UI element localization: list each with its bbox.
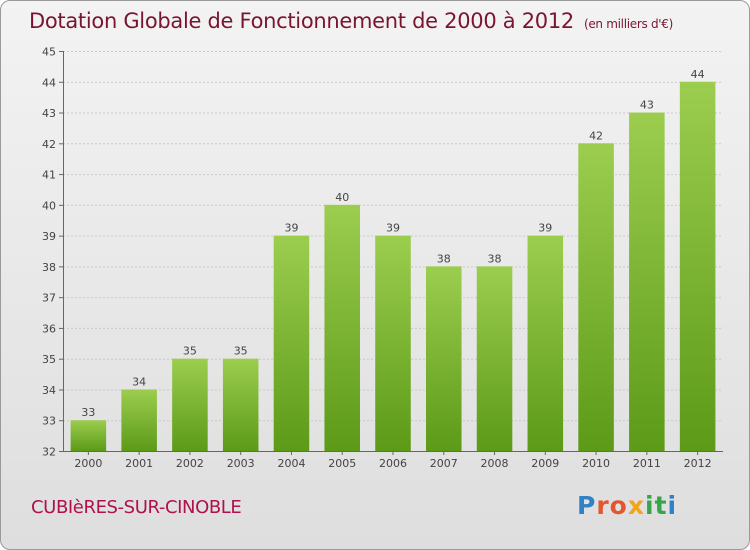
y-tick-label: 44 [42,76,56,89]
y-tick-label: 36 [42,322,56,335]
x-tick-label: 2000 [74,457,102,470]
proxiti-logo[interactable]: Proxiti [577,491,677,520]
x-tick-label: 2010 [582,457,610,470]
y-tick-label: 39 [42,230,56,243]
x-tick-label: 2007 [430,457,458,470]
data-label: 38 [488,252,502,265]
bar [679,81,716,452]
y-tick-label: 34 [42,384,56,397]
data-label: 43 [640,99,654,112]
y-tick-label: 41 [42,169,56,182]
x-tick-label: 2001 [125,457,153,470]
logo-letter: r [596,491,610,520]
bars [70,81,716,452]
x-tick-label: 2003 [227,457,255,470]
bar [426,266,462,451]
logo-letter: t [654,491,668,520]
chart-title: Dotation Globale de Fonctionnement de 20… [29,9,673,33]
data-label: 39 [386,222,400,235]
y-tick-label: 45 [42,46,56,59]
x-tick-label: 2009 [531,457,559,470]
commune-name: CUBIèRES-SUR-CINOBLE [31,497,242,518]
logo-letter: o [609,491,628,520]
logo-letter: i [645,491,655,520]
chart-title-text: Dotation Globale de Fonctionnement de 20… [29,9,574,33]
data-label: 38 [437,252,451,265]
x-tick-label: 2005 [328,457,356,470]
logo-letter: x [627,491,645,520]
x-tick-label: 2011 [633,457,661,470]
data-label: 35 [183,345,197,358]
data-label: 40 [335,191,349,204]
data-label: 44 [691,68,705,81]
y-tick-label: 37 [42,292,56,305]
x-tick-label: 2012 [684,457,712,470]
data-label: 34 [132,375,146,388]
bar [324,204,360,451]
logo-letter: P [577,491,597,520]
x-tick-label: 2006 [379,457,407,470]
data-label: 42 [589,129,603,142]
data-labels: 33 34 35 35 39 40 39 38 38 39 42 43 44 [81,68,704,419]
bar [527,235,564,451]
bar [629,112,665,452]
y-tick-label: 43 [42,107,56,120]
y-tick-label: 33 [42,415,56,428]
y-tick-label: 40 [42,199,56,212]
logo-letter: i [667,491,678,520]
bar [273,235,310,451]
chart-unit-note: (en milliers d'€) [583,17,673,31]
bar [578,143,614,452]
y-tick-label: 42 [42,138,56,151]
bar [70,420,107,451]
x-tick-label: 2002 [176,457,204,470]
bar [222,358,259,451]
axes: 32 33 34 35 36 37 38 39 40 41 42 43 44 45 2000 2001 2002… [42,46,723,470]
x-tick-label: 2004 [277,457,305,470]
bar [375,235,411,451]
bar [476,266,513,451]
y-tick-label: 35 [42,353,56,366]
bar [121,389,157,451]
data-label: 33 [81,406,95,419]
data-label: 39 [538,222,552,235]
data-label: 39 [284,222,298,235]
bar [172,358,208,451]
data-label: 35 [234,345,248,358]
x-tick-label: 2008 [481,457,509,470]
y-tick-label: 32 [42,446,56,459]
y-tick-label: 38 [42,261,56,274]
